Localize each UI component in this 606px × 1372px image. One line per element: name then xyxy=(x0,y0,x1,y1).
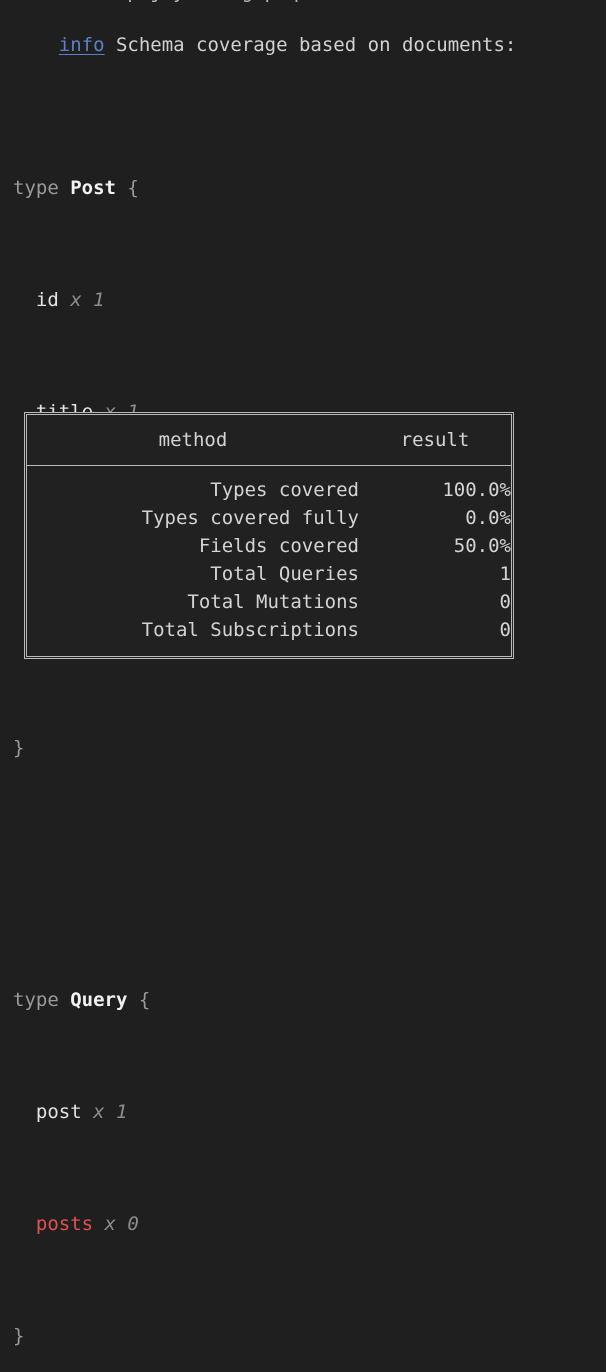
stats-table-grid: method result Types covered 100.0% Types… xyxy=(26,414,512,657)
type-name-post: Post xyxy=(70,177,116,199)
stat-label-fields-covered: Fields covered xyxy=(198,535,359,557)
stat-label-types-covered: Types covered xyxy=(210,479,359,501)
field-usage-count-posts: x 0 xyxy=(104,1213,139,1235)
schema-coverage-block: type Post { id x 1 title x 1 createdAt x… xyxy=(13,62,196,1372)
schema-blank-line xyxy=(13,846,196,874)
type-declaration-post: type Post { xyxy=(13,174,196,202)
terminal-window: p j y g p q info Schema coverage based o… xyxy=(13,0,517,1347)
body-bottom-padding-row xyxy=(27,644,512,657)
field-row-posts: posts x 0 xyxy=(13,1210,196,1238)
coverage-stats-table: method result Types covered 100.0% Types… xyxy=(24,412,514,659)
stat-value-types-covered: 100.0% xyxy=(442,479,511,501)
field-row-post: post x 1 xyxy=(13,1098,196,1126)
close-brace-post: } xyxy=(13,734,196,762)
table-row: Types covered fully 0.0% xyxy=(27,504,512,532)
stat-label-total-subscriptions: Total Subscriptions xyxy=(141,619,359,641)
space xyxy=(59,177,70,199)
pad-cell-left xyxy=(27,466,360,477)
log-level-badge: info xyxy=(58,34,105,56)
field-usage-count-post: x 1 xyxy=(93,1101,128,1123)
stat-label-types-covered-fully: Types covered fully xyxy=(141,507,359,529)
field-name-posts: posts xyxy=(35,1213,94,1235)
close-brace-query: } xyxy=(13,1322,196,1350)
table-row: Total Queries 1 xyxy=(27,560,512,588)
stat-value-fields-covered: 50.0% xyxy=(453,535,511,557)
stats-table-head: method result xyxy=(26,415,512,466)
space-2 xyxy=(59,989,70,1011)
field-row-id: id x 1 xyxy=(13,286,196,314)
type-declaration-query: type Query { xyxy=(13,986,196,1014)
log-message: Schema coverage based on documents: xyxy=(104,34,517,56)
stat-label-total-queries: Total Queries xyxy=(210,563,359,585)
stats-header-row: method result xyxy=(26,415,512,466)
open-brace: { xyxy=(115,177,139,199)
type-name-query: Query xyxy=(70,989,128,1011)
stats-table-body: Types covered 100.0% Types covered fully… xyxy=(27,466,512,657)
field-name-id: id xyxy=(35,289,59,311)
body-top-padding-row xyxy=(27,466,512,477)
stat-value-types-covered-fully: 0.0% xyxy=(465,507,511,529)
column-header-method: method xyxy=(158,429,228,451)
field-usage-count-id: x 1 xyxy=(70,289,105,311)
close-brace-glyph: } xyxy=(13,737,25,759)
table-row: Total Mutations 0 xyxy=(27,588,512,616)
clipped-previous-output-line: p j y g p q xyxy=(13,0,299,6)
type-keyword-query: type xyxy=(13,989,59,1011)
table-row: Total Subscriptions 0 xyxy=(27,616,512,644)
column-header-result: result xyxy=(400,429,470,451)
open-brace-query: { xyxy=(127,989,151,1011)
log-line: info Schema coverage based on documents: xyxy=(13,3,517,87)
stat-value-total-subscriptions: 0 xyxy=(499,619,511,641)
stat-value-total-queries: 1 xyxy=(499,563,511,585)
stat-value-total-mutations: 0 xyxy=(499,591,511,613)
type-keyword: type xyxy=(13,177,59,199)
table-row: Fields covered 50.0% xyxy=(27,532,512,560)
close-brace-glyph-query: } xyxy=(13,1325,25,1347)
pad-cell-right xyxy=(359,466,512,477)
table-row: Types covered 100.0% xyxy=(27,476,512,504)
pad-cell-left-bottom xyxy=(27,644,360,657)
field-name-post: post xyxy=(35,1101,82,1123)
pad-cell-right-bottom xyxy=(359,644,512,657)
stat-label-total-mutations: Total Mutations xyxy=(187,591,359,613)
